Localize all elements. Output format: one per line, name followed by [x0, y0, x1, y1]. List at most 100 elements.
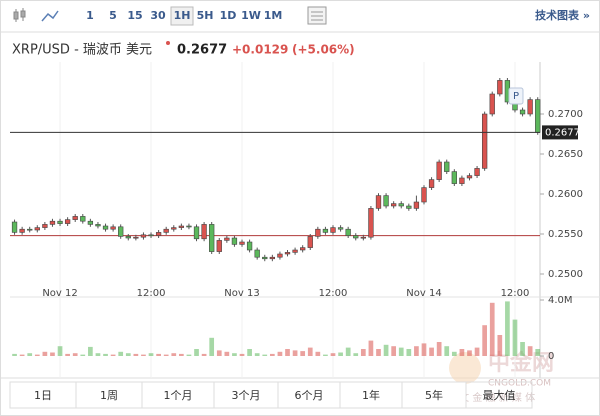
- period-button[interactable]: 15: [127, 9, 142, 22]
- y-tick-label: 0.2650: [548, 149, 583, 160]
- volume-bar: [232, 353, 237, 356]
- volume-bar: [239, 353, 245, 356]
- candle-body: [421, 187, 427, 203]
- volume-bar: [133, 353, 139, 356]
- candle-body: [155, 232, 162, 236]
- volume-bar: [224, 351, 230, 356]
- volume-bar: [141, 354, 146, 356]
- volume-bar: [171, 353, 177, 356]
- change: +0.0129: [232, 43, 288, 57]
- candle-body: [284, 252, 291, 255]
- period-button[interactable]: 30: [150, 9, 166, 22]
- chart-link[interactable]: 技术图表 »: [535, 8, 590, 22]
- volume-tick-label: 4.0M: [548, 295, 573, 306]
- volume-bar: [429, 347, 434, 356]
- candle-body: [413, 201, 420, 209]
- volume-bar: [80, 354, 86, 356]
- candle-body: [292, 249, 298, 253]
- candle-body: [489, 93, 495, 115]
- candle-body: [102, 225, 109, 230]
- range-tab[interactable]: [465, 381, 533, 409]
- range-label[interactable]: 1周: [100, 389, 118, 402]
- volume-bar: [482, 325, 487, 356]
- volume-bar: [497, 335, 503, 356]
- period-button[interactable]: 1H: [174, 9, 191, 22]
- volume-bar: [353, 353, 359, 356]
- candle-body: [451, 171, 457, 184]
- range-label[interactable]: 6个月: [295, 389, 324, 402]
- volume-bar: [57, 346, 63, 356]
- range-label[interactable]: 5年: [425, 388, 443, 402]
- candle-body: [19, 228, 25, 233]
- period-button[interactable]: 5H: [197, 9, 214, 22]
- volume-bar: [156, 353, 161, 356]
- status-dot: [166, 41, 170, 45]
- volume-bar: [444, 346, 450, 356]
- volume-bar: [110, 354, 116, 356]
- candle-body: [391, 203, 397, 207]
- volume-bar: [19, 354, 25, 356]
- range-label[interactable]: 3个月: [232, 389, 261, 402]
- candle-body: [125, 236, 131, 239]
- candle-body: [345, 228, 351, 236]
- period-button[interactable]: 5: [109, 9, 117, 22]
- candle-body: [95, 224, 101, 227]
- line-icon[interactable]: [41, 10, 59, 22]
- range-tab[interactable]: [9, 381, 77, 409]
- volume-bar: [467, 350, 472, 356]
- volume-bar: [406, 349, 412, 356]
- candle-body: [307, 236, 313, 248]
- volume-bar: [505, 301, 510, 356]
- volume-bar: [368, 340, 374, 356]
- last-price-label: 0.2677: [545, 127, 580, 138]
- volume-bar: [512, 319, 518, 356]
- range-tab[interactable]: [339, 381, 403, 409]
- candle-body: [163, 228, 169, 233]
- candle-body: [300, 247, 306, 251]
- volume-bar: [262, 354, 268, 356]
- period-button[interactable]: 1: [86, 9, 94, 22]
- candle-body: [436, 161, 442, 180]
- period-button[interactable]: 1W: [241, 9, 261, 22]
- volume-bar: [535, 349, 541, 356]
- range-tab[interactable]: [141, 381, 215, 409]
- change-pct: (+5.06%): [292, 43, 355, 57]
- volume-bar: [315, 351, 321, 356]
- candle-body: [216, 240, 222, 252]
- candle-body: [519, 109, 526, 115]
- candle-body: [11, 221, 18, 233]
- period-active: [170, 6, 194, 26]
- candle-body: [118, 226, 124, 237]
- candle-icon[interactable]: [13, 8, 26, 22]
- volume-bar: [42, 351, 48, 356]
- watermark-slogan: 中 文 金 融 新 媒 体: [446, 391, 535, 404]
- volume-bar: [307, 347, 313, 356]
- range-label[interactable]: 1年: [362, 388, 380, 402]
- range-label[interactable]: 1日: [34, 389, 52, 402]
- candle-body: [497, 80, 503, 95]
- candle-body: [201, 224, 207, 240]
- watermark-site: CNGOLD.COM: [488, 379, 551, 389]
- period-button[interactable]: 1M: [264, 9, 283, 22]
- candle-body: [269, 256, 275, 260]
- volume-bar: [254, 353, 260, 356]
- range-label[interactable]: 最大值: [483, 388, 516, 402]
- volume-bar: [414, 346, 419, 356]
- last-price: 0.2677: [177, 43, 227, 58]
- volume-bar: [360, 349, 366, 356]
- volume-bar: [72, 353, 78, 356]
- range-tab[interactable]: [401, 381, 467, 409]
- candle-body: [80, 216, 86, 222]
- volume-bar: [148, 353, 154, 356]
- candle-body: [535, 99, 541, 133]
- volume-bar: [459, 349, 465, 356]
- period-button[interactable]: 1D: [220, 9, 237, 22]
- y-tick-label: 0.2600: [548, 189, 583, 200]
- candle-body: [406, 205, 412, 209]
- candle-body: [353, 235, 359, 239]
- range-label[interactable]: 1个月: [164, 389, 193, 402]
- candle-body: [133, 236, 139, 239]
- volume-bar: [209, 337, 215, 356]
- candle-body: [368, 208, 374, 238]
